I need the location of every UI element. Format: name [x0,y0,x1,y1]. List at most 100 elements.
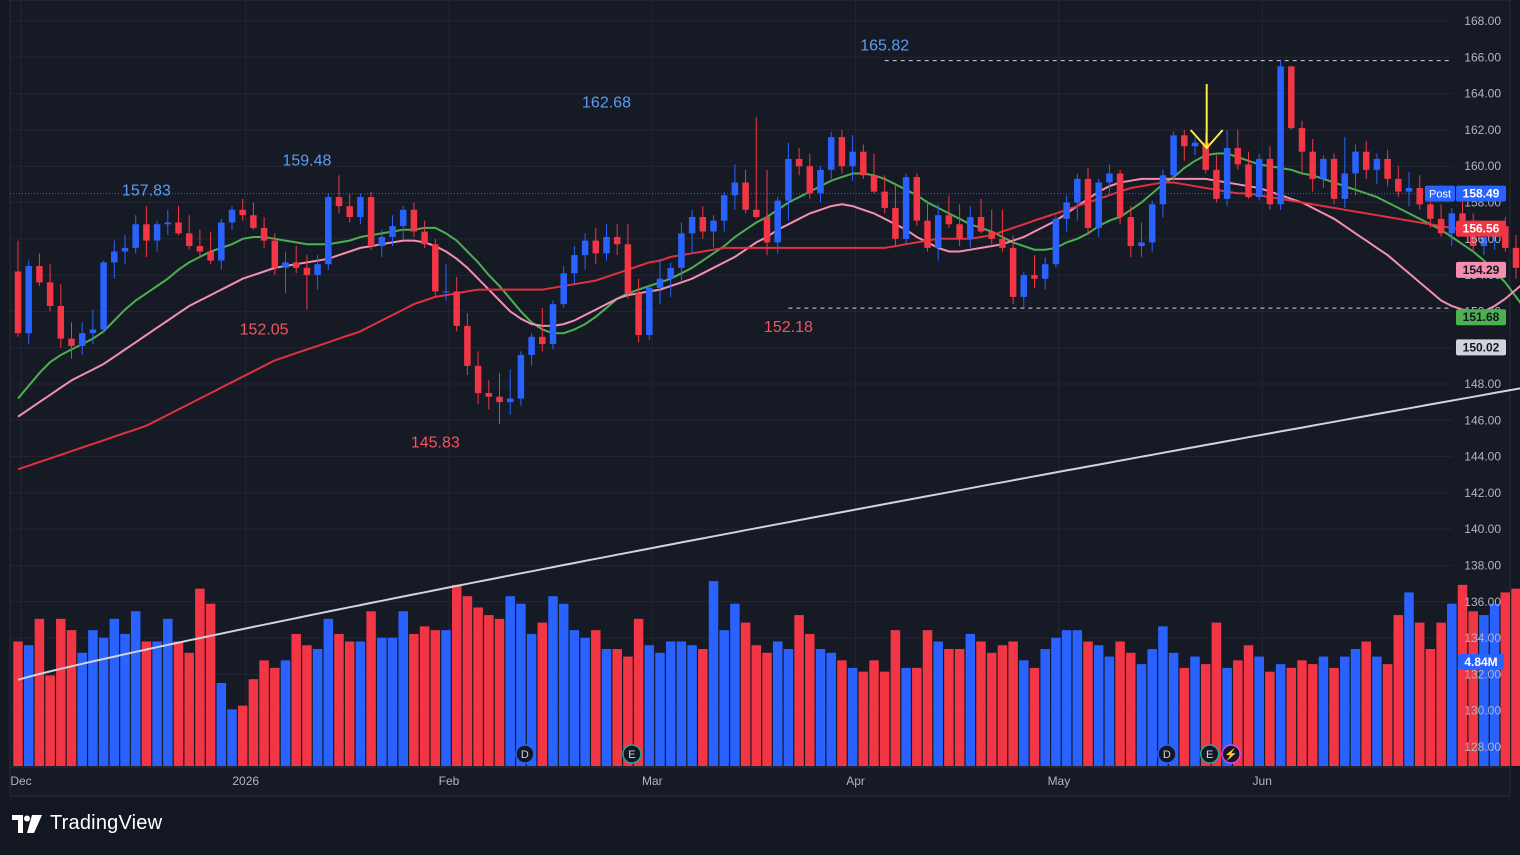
price-annotation: 162.68 [582,95,631,112]
volume-bar [1254,656,1264,766]
volume-bar [1329,667,1339,766]
candle-body [185,233,193,247]
volume-bar [1393,615,1404,766]
volume-bar [1115,641,1125,766]
candle-body [207,251,214,261]
volume-bar [901,667,911,766]
candle-body [656,278,664,288]
volume-bar [1297,660,1307,766]
candle-body [111,251,118,263]
candle-body [720,195,728,221]
candle-body [464,325,471,366]
news-marker-letter: ⚡ [1224,748,1238,761]
earnings-marker-letter: E [1206,749,1213,761]
volume-bar [1382,664,1393,766]
volume-bar [1479,615,1489,766]
candle-body [1127,217,1135,247]
volume-bar [334,633,344,766]
volume-bar [1211,622,1222,766]
price-axis[interactable]: 168.00166.00164.00162.00160.00158.00156.… [1464,14,1501,754]
volume-bar [644,645,655,766]
volume-bar [1404,592,1414,766]
candle-body [1277,66,1284,205]
candle-body [357,197,364,218]
volume-bar [205,603,216,766]
volume-bar [441,630,451,766]
volume-bar [323,618,334,766]
earnings-marker [1199,744,1220,764]
volume-bar [13,641,23,766]
candle-body [1384,158,1391,179]
candle-body [1405,187,1413,192]
volume-bar [1147,649,1157,766]
candle-body [1480,236,1488,247]
volume-bar [879,671,890,766]
candle-body [1320,158,1327,179]
volume-bar [366,611,376,766]
candle-body [902,177,910,239]
candle-body [528,336,535,355]
x-tick-label: May [1048,774,1071,788]
y-tick-label: 132.00 [1464,667,1501,681]
volume-bar [623,656,633,766]
y-tick-label: 164.00 [1464,87,1501,101]
candle-body [485,393,493,397]
volume-bar [890,630,901,766]
x-tick-label: Apr [846,774,865,788]
y-tick-label: 128.00 [1464,740,1501,754]
candle-body [474,365,482,394]
volume-bar [1179,667,1190,766]
candles [14,60,1520,424]
candle-body [506,398,514,403]
time-axis[interactable]: Dec 2026 Feb Mar Apr May Jun [10,774,1272,788]
volume-bar [451,584,462,766]
event-markers[interactable]: D E D E ⚡ [515,744,1241,764]
volume-bar [558,603,569,766]
volume-bar [45,675,55,766]
price-tag-prefix-box [1425,185,1455,202]
volume-bar [173,641,184,766]
volume-bar [1318,656,1329,766]
candle-body [913,177,921,221]
candle-body [367,197,375,247]
candle-body [250,215,257,228]
candle-body [1298,128,1306,152]
candle-body [1159,175,1167,205]
volume-bar [1307,664,1318,766]
price-annotations: 157.83 159.48 162.68 165.82 152.05 145.83 152.… [122,38,909,452]
volume-bar [687,645,697,766]
candle-body [1330,158,1338,199]
volume-bar [580,637,590,766]
volume-bar [34,618,45,766]
candle-body [335,197,343,207]
volume-bar [516,603,526,766]
y-tick-label: 168.00 [1464,14,1501,28]
candle-body [271,240,279,268]
candle-body [1223,148,1231,199]
candle-body [1245,164,1252,198]
candle-body [89,329,97,334]
y-tick-label: 166.00 [1464,50,1501,64]
dividend-marker-letter: D [521,749,529,761]
candle-body [635,293,642,335]
volume-bar [1126,652,1136,766]
volume-bar [783,649,794,766]
volume-bar [1414,622,1425,766]
news-marker [1221,744,1241,764]
candle-body [132,224,139,248]
volume-bar [1468,611,1478,766]
brand[interactable]: TradingView [12,812,162,835]
candle-body [977,217,985,232]
candle-body [870,175,878,192]
volume-bar [1500,592,1511,766]
candle-body [581,240,589,256]
candle-body [378,236,386,247]
x-tick-label: Dec [10,774,31,788]
candle-body [1052,218,1060,265]
y-tick-label: 148.00 [1464,377,1501,391]
candle-body [78,333,86,346]
volume-bar [1243,645,1254,766]
ma_200-line [17,387,1520,681]
volume-bar [163,618,173,766]
